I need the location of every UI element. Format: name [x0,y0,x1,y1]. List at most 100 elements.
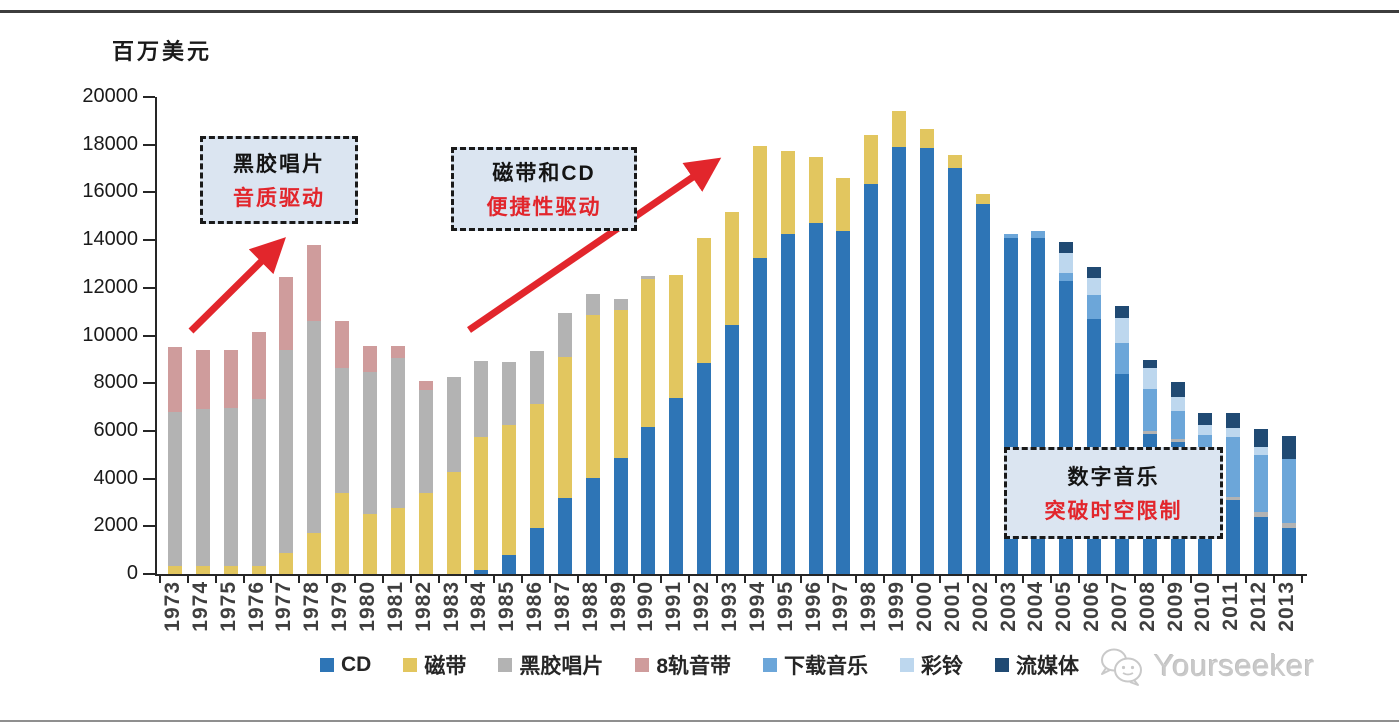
bar-1993-CD [725,325,739,574]
x-axis-year-label: 1998 [857,581,881,632]
bar-1992-CD [697,363,712,574]
x-axis-year-label: 1994 [745,581,769,632]
y-axis-tick [143,477,155,480]
bar-1988-CD [585,478,600,574]
x-axis-tick [994,576,997,583]
x-axis-tick [242,576,245,583]
bar-1983-黑胶唱片 [446,377,461,473]
x-axis-tick [214,576,217,583]
bar-1980-8轨音带 [362,346,377,373]
x-axis-year-label: 2005 [1052,581,1076,632]
bar-1987-黑胶唱片 [557,312,572,357]
bar-2005-流媒体 [1059,242,1074,253]
y-axis-tick-label: 16000 [82,180,138,203]
legend-item-彩铃: 彩铃 [900,650,963,680]
bar-2013-下载音乐 [1282,459,1296,524]
x-axis-year-label: 2007 [1107,581,1131,632]
x-axis-year-label: 2009 [1163,581,1187,632]
bar-1973-磁带 [168,565,182,574]
annotation-title: 数字音乐 [1067,466,1160,489]
bar-2011-彩铃 [1226,428,1241,438]
bar-1974-8轨音带 [195,349,210,410]
bar-1976-磁带 [251,565,266,574]
bar-2013-流媒体 [1282,436,1296,460]
x-axis-tick [966,576,969,583]
bar-2010-流媒体 [1198,413,1213,426]
x-axis-tick [688,576,691,583]
bar-2008-下载音乐 [1142,388,1157,431]
bar-1990-磁带 [641,279,656,428]
x-axis-tick [270,576,273,583]
x-axis-year-label: 1979 [328,581,352,632]
x-axis-tick [576,576,579,583]
y-axis-tick-label: 4000 [93,466,139,489]
y-axis-tick [143,96,155,98]
legend-label: 磁带 [424,655,467,678]
annotation-box-digital: 数字音乐 突破时空限制 [1004,447,1223,539]
bar-2012-流媒体 [1254,429,1269,448]
x-axis-year-label: 1976 [244,581,268,632]
bar-1985-磁带 [502,425,517,555]
bar-1984-黑胶唱片 [474,360,489,438]
bar-2011-黑胶唱片 [1226,496,1241,501]
bar-1994-CD [752,258,767,574]
legend-item-流媒体: 流媒体 [995,650,1079,680]
x-axis-year-label: 1997 [829,581,853,632]
bar-1997-CD [836,230,851,574]
x-axis-year-label: 2002 [968,581,992,632]
bar-1985-黑胶唱片 [502,362,517,426]
legend-label: 黑胶唱片 [519,655,604,678]
x-axis-year-label: 2004 [1024,581,1048,632]
x-axis-tick [716,576,719,583]
bar-2009-流媒体 [1170,382,1185,398]
x-axis-tick [1189,576,1192,583]
bar-1988-磁带 [585,315,600,479]
x-axis-tick [437,576,440,583]
legend-swatch-彩铃 [900,658,915,672]
watermark: Yourseeker [1094,644,1315,688]
x-axis-tick [799,576,802,583]
legend-label: 流媒体 [1016,655,1080,678]
x-axis-year-label: 1991 [662,581,686,632]
y-axis-tick [143,334,155,337]
bar-1986-CD [530,528,545,574]
bar-1987-磁带 [557,356,572,499]
x-axis-year-label: 2006 [1080,581,1104,632]
x-axis-year-label: 2013 [1275,581,1298,632]
bar-2007-流媒体 [1114,305,1129,318]
x-axis-tick [493,576,496,583]
y-axis-tick-label: 2000 [93,514,139,537]
bar-2008-彩铃 [1142,367,1157,389]
bar-1978-磁带 [307,533,322,574]
bar-1973-8轨音带 [168,347,182,412]
bar-1980-黑胶唱片 [362,372,377,515]
x-axis-tick [1022,576,1025,583]
bar-2002-CD [975,203,990,574]
bar-2005-下载音乐 [1059,272,1074,281]
bar-1974-黑胶唱片 [195,409,210,566]
x-axis-year-label: 1989 [606,581,630,632]
x-axis-tick [1273,576,1276,583]
y-axis-tick-label: 12000 [82,275,138,298]
legend-swatch-磁带 [403,658,418,672]
bar-1979-8轨音带 [335,321,350,368]
bar-1975-磁带 [223,565,238,574]
legend-label: 彩铃 [921,655,964,678]
bar-1973-黑胶唱片 [168,411,182,566]
x-axis-year-label: 1985 [495,581,519,632]
x-axis-tick [1245,576,1248,583]
bar-1989-CD [613,458,628,574]
x-axis-year-label: 1984 [467,581,491,632]
bar-2009-下载音乐 [1170,411,1185,440]
bar-1993-磁带 [725,211,739,326]
x-axis-year-label: 2001 [940,581,964,632]
x-axis-year-label: 1986 [523,581,547,632]
legend-item-下载音乐: 下载音乐 [763,650,868,680]
x-axis-tick [743,576,746,583]
bar-1990-CD [641,427,656,574]
bar-1981-黑胶唱片 [390,358,405,509]
x-axis-year-label: 1990 [634,581,658,632]
x-axis-tick [1105,576,1108,583]
bar-2008-流媒体 [1142,359,1157,368]
annotation-subtitle: 音质驱动 [233,187,325,210]
